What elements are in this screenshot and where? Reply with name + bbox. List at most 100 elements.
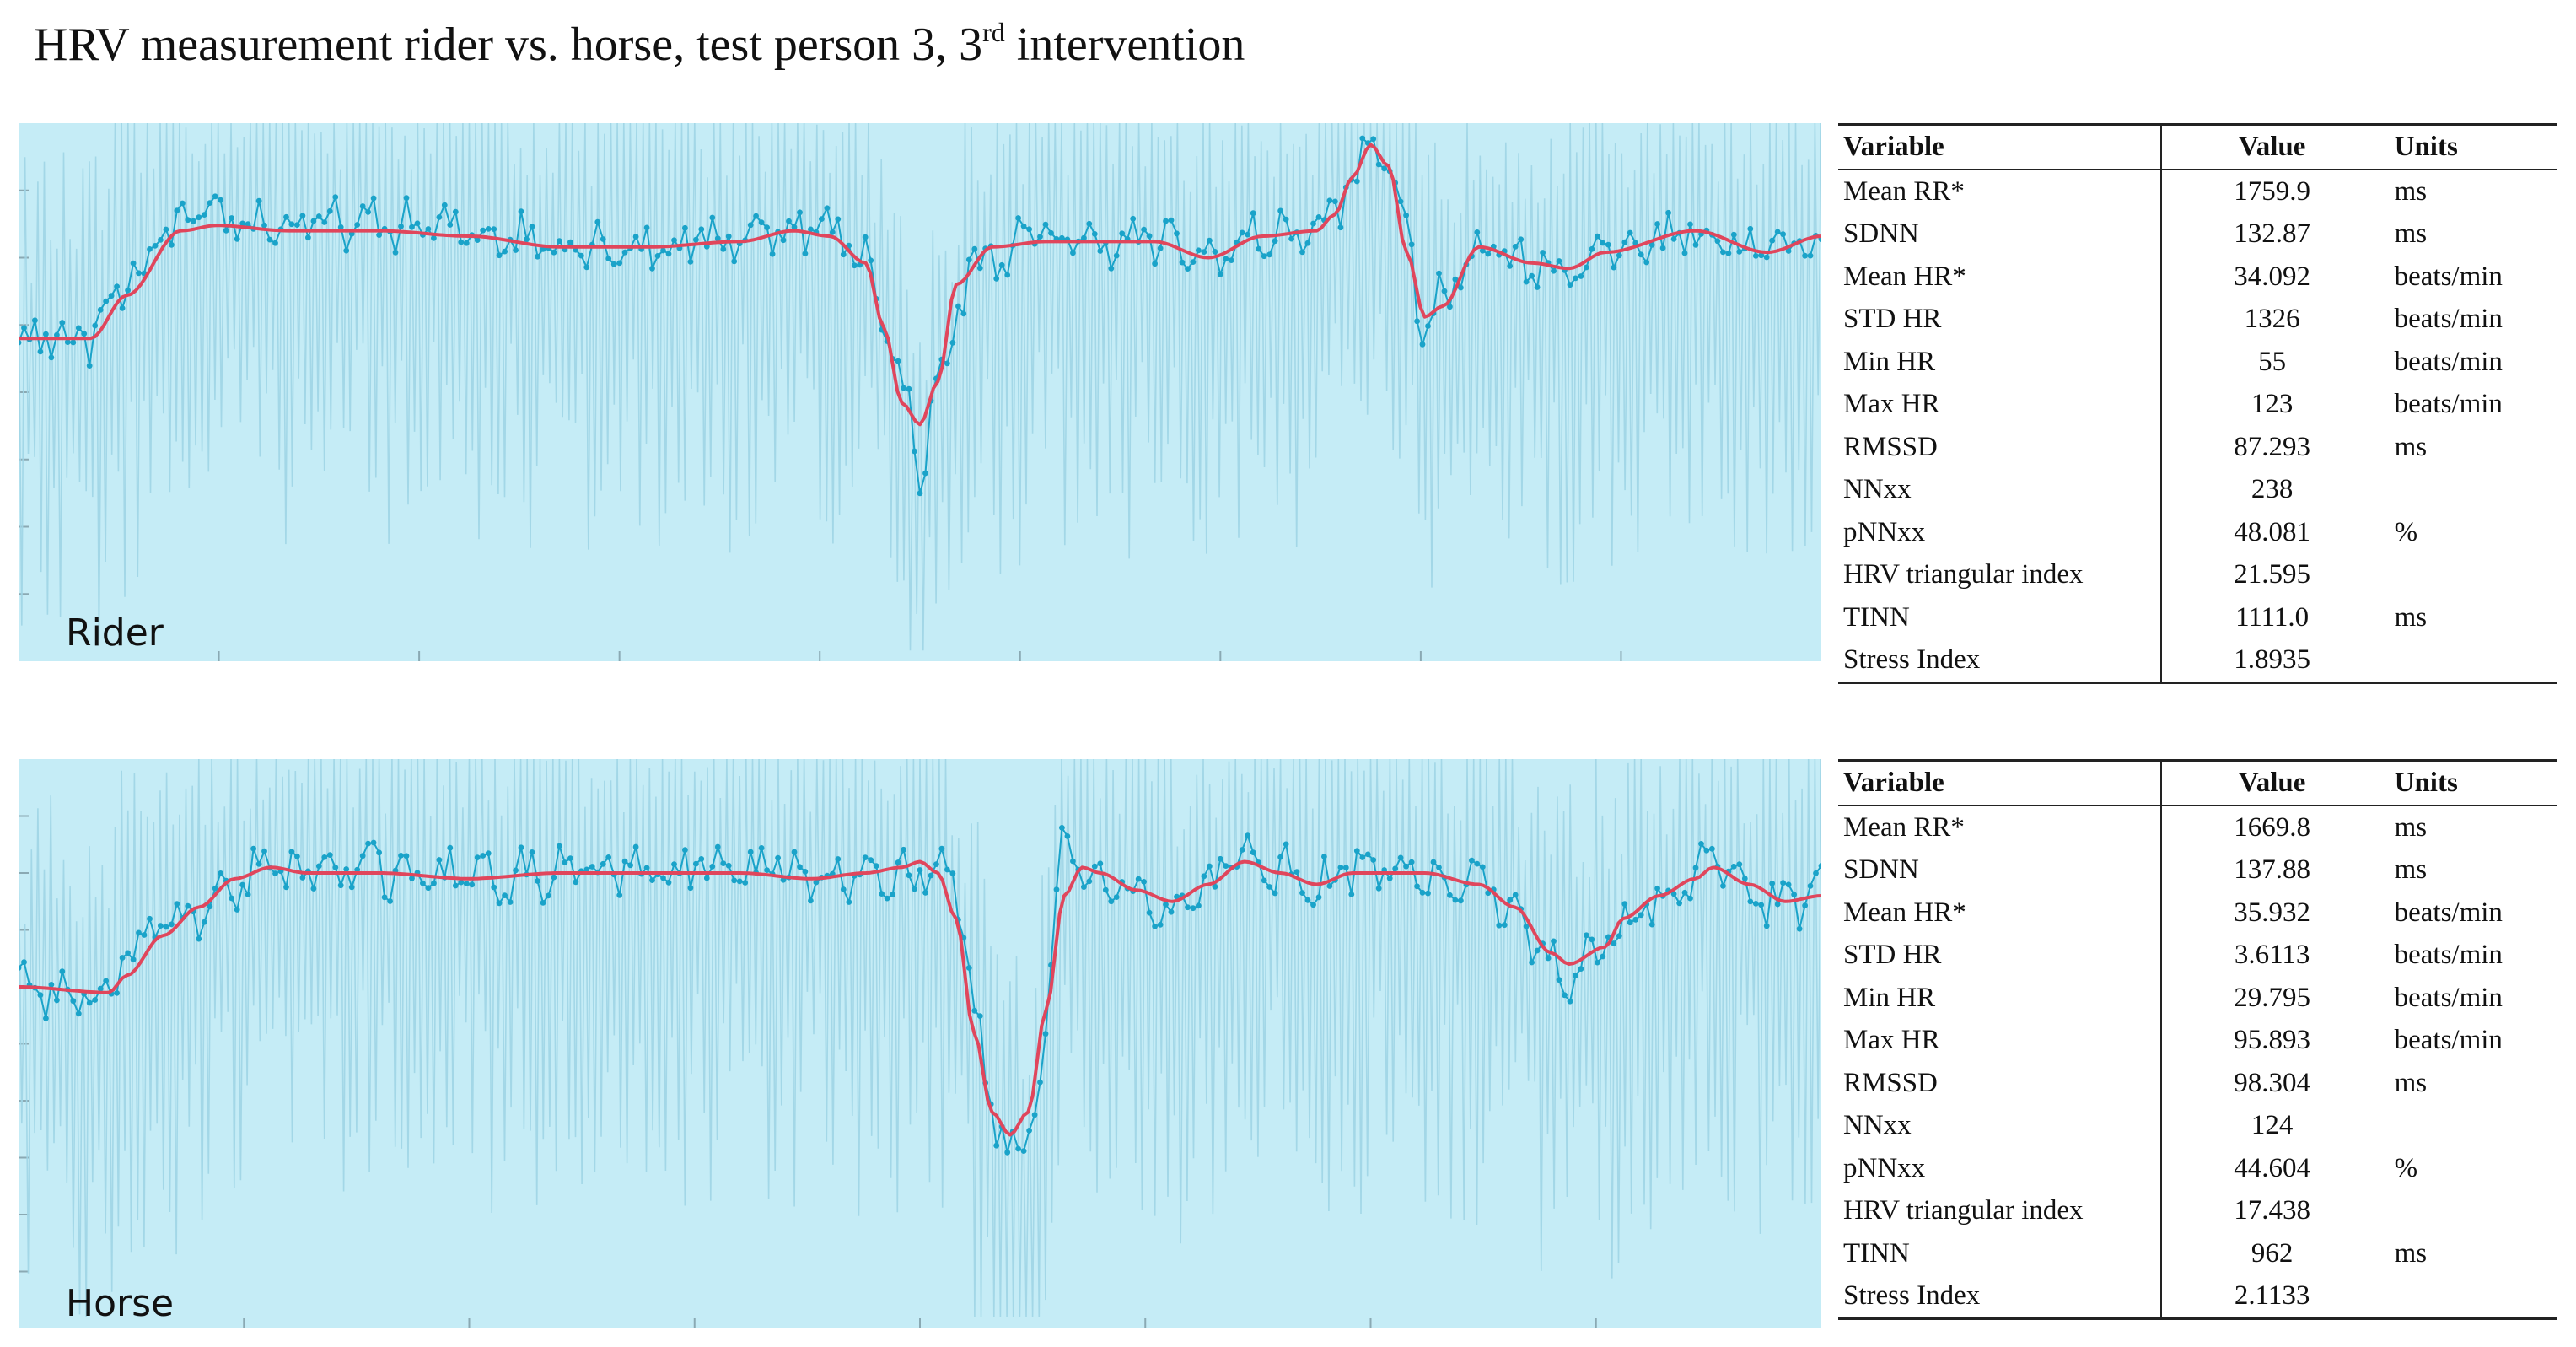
rr-point: [862, 854, 869, 860]
stat-variable: Max HR: [1838, 383, 2162, 426]
rr-point: [359, 853, 366, 859]
rr-point: [1589, 245, 1595, 252]
rr-point: [354, 222, 361, 228]
rr-point: [912, 448, 917, 455]
rr-point: [174, 207, 180, 214]
rr-point: [1584, 932, 1589, 939]
rr-point: [786, 218, 792, 224]
rr-point: [1474, 229, 1481, 235]
rr-point: [1507, 897, 1514, 903]
rr-point: [813, 879, 820, 886]
rr-point: [294, 853, 300, 859]
rr-point: [1687, 895, 1693, 902]
stat-value: 21.595: [2234, 559, 2310, 590]
stat-variable: TINN: [1838, 595, 2162, 638]
rr-point: [557, 843, 562, 849]
rr-point: [43, 331, 49, 337]
rr-point: [92, 322, 99, 329]
rr-point: [917, 490, 923, 497]
stat-units: [2383, 553, 2557, 596]
table-row: Max HR 95.893 beats/min: [1838, 1019, 2557, 1062]
rr-point: [567, 855, 573, 861]
table-row: pNNxx 48.081%: [1838, 510, 2557, 553]
rr-point: [518, 208, 524, 214]
rr-point: [1551, 938, 1557, 945]
rr-point: [502, 892, 508, 898]
table-row: RMSSD 98.304 ms: [1838, 1061, 2557, 1104]
rr-point: [234, 907, 240, 913]
rr-point: [1627, 919, 1633, 926]
rr-point: [1692, 241, 1699, 248]
rr-point: [480, 227, 487, 234]
rr-point: [1540, 250, 1546, 256]
rr-point: [600, 860, 606, 867]
rr-point: [654, 253, 661, 259]
rr-point: [1562, 992, 1568, 999]
rr-point: [1638, 251, 1644, 258]
rr-point: [890, 892, 895, 897]
rr-point: [299, 213, 306, 219]
rr-point: [1436, 270, 1442, 277]
rr-point: [114, 283, 120, 289]
rr-point: [212, 885, 218, 892]
rr-point: [1485, 890, 1492, 897]
rr-point: [409, 224, 415, 230]
rr-point: [491, 884, 497, 891]
rr-point: [1414, 318, 1420, 325]
rr-point: [403, 195, 410, 202]
rr-point: [1638, 912, 1644, 919]
rr-point: [1113, 894, 1120, 900]
rr-point: [185, 902, 191, 909]
rr-point: [1337, 865, 1344, 870]
rr-point: [1108, 898, 1115, 905]
rr-point: [436, 214, 443, 220]
table-row: Mean RR* 1669.8 ms: [1838, 805, 2557, 849]
rr-point: [1720, 249, 1726, 256]
rr-point: [1621, 239, 1628, 245]
rr-point: [949, 339, 956, 346]
rr-point: [535, 878, 540, 884]
rr-point: [1769, 237, 1776, 244]
rr-point: [780, 237, 787, 244]
rr-point: [1752, 253, 1759, 259]
table-row: Mean HR* 35.932 beats/min: [1838, 891, 2557, 934]
rr-point: [185, 217, 191, 224]
rr-point: [108, 293, 115, 299]
title-prefix: HRV measurement rider vs. horse, test pe…: [34, 19, 983, 71]
rr-point: [463, 240, 470, 246]
rr-point: [703, 243, 710, 250]
rr-point: [272, 870, 278, 876]
rr-point: [1053, 886, 1060, 892]
rr-point: [403, 853, 410, 859]
rr-point: [1681, 889, 1688, 896]
rr-point: [103, 298, 110, 304]
rr-point: [873, 863, 879, 869]
rr-point: [1648, 921, 1655, 928]
rr-point: [425, 226, 432, 232]
rr-point: [944, 360, 950, 367]
rr-point: [933, 861, 939, 867]
rr-point: [1452, 276, 1459, 283]
rr-point: [693, 860, 699, 867]
rr-point: [1091, 863, 1098, 870]
rr-point: [348, 884, 355, 891]
rr-point: [463, 881, 470, 886]
rr-point: [1785, 881, 1792, 888]
horse-stats-body: Mean RR* 1669.8 ms SDNN 137.88 ms Mean HR* 35.9…: [1838, 805, 2557, 1320]
table-row: pNNxx 44.604%: [1838, 1146, 2557, 1189]
rr-point: [901, 846, 906, 853]
rr-point: [1659, 245, 1666, 251]
rr-point: [1228, 257, 1234, 263]
rr-point: [621, 858, 628, 865]
rr-point: [452, 882, 459, 889]
rr-point: [1239, 847, 1245, 853]
rr-point: [906, 385, 912, 392]
rr-point: [250, 845, 256, 852]
rr-point: [1299, 249, 1305, 256]
rr-point: [21, 325, 27, 331]
rr-point: [1692, 865, 1699, 871]
table-row: Mean HR* 34.092 beats/min: [1838, 255, 2557, 298]
rr-point: [971, 245, 978, 252]
rr-point: [75, 1010, 82, 1017]
rr-point: [965, 256, 972, 263]
